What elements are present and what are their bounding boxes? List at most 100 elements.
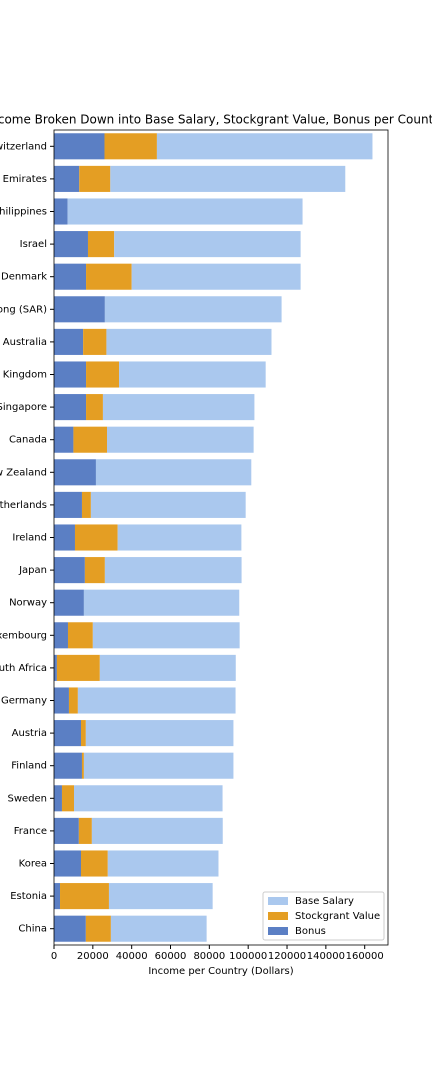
bar-segment <box>131 263 301 290</box>
bar-segment <box>83 328 107 355</box>
y-tick-label: New Zealand <box>0 467 47 478</box>
bar-segment <box>61 785 75 812</box>
x-tick-label: 20000 <box>77 951 109 962</box>
bar-segment <box>54 850 81 877</box>
legend-label: Stockgrant Value <box>295 911 380 922</box>
y-tick-label: Singapore <box>0 402 47 413</box>
x-tick-label: 120000 <box>268 951 306 962</box>
bar-segment <box>80 850 108 877</box>
bar-segment <box>54 231 88 258</box>
bar-segment <box>86 263 132 290</box>
bar-segment <box>107 426 254 453</box>
bar-segment <box>104 133 157 160</box>
bar-segment <box>54 491 82 518</box>
bar-segment <box>119 361 266 388</box>
y-tick-label: Switzerland <box>0 141 47 152</box>
bar-segment <box>54 687 69 714</box>
bar-segment <box>54 883 61 910</box>
legend-label: Base Salary <box>295 896 354 907</box>
bar-segment <box>74 524 118 551</box>
bar-segment <box>156 133 373 160</box>
bar-segment <box>74 785 223 812</box>
y-tick-label: Sweden <box>7 793 47 804</box>
bar-segment <box>54 198 68 225</box>
bar-segment <box>107 850 219 877</box>
x-tick-label: 160000 <box>346 951 384 962</box>
bar-segment <box>73 426 108 453</box>
bar-segment <box>114 231 301 258</box>
y-tick-label: China <box>18 924 47 935</box>
legend-swatch <box>268 912 288 920</box>
x-tick-label: 80000 <box>193 951 225 962</box>
y-tick-label: France <box>14 826 47 837</box>
legend-label: Bonus <box>295 926 326 937</box>
y-tick-label: Japan <box>18 565 47 576</box>
y-tick-label: Austria <box>12 728 47 739</box>
plot-frame <box>53 129 389 946</box>
bar-segment <box>85 720 234 747</box>
bar-segment <box>54 263 87 290</box>
bar-segment <box>81 491 91 518</box>
y-tick-label: Finland <box>11 761 47 772</box>
bar-segment <box>54 720 81 747</box>
bar-segment <box>54 426 74 453</box>
bar-segment <box>77 687 236 714</box>
bar-segment <box>95 459 252 486</box>
bar-segment <box>85 915 111 942</box>
bar-segment <box>68 687 78 714</box>
bar-segment <box>86 394 103 421</box>
y-tick-label: Denmark <box>1 272 47 283</box>
x-tick-label: 100000 <box>229 951 267 962</box>
bar-segment <box>83 589 240 616</box>
bar-segment <box>54 459 96 486</box>
bar-segment <box>54 165 80 192</box>
chart-title: Income Broken Down into Base Salary, Sto… <box>0 113 432 127</box>
bar-segment <box>54 752 82 779</box>
bar-segment <box>84 557 105 584</box>
bar-segment <box>67 622 93 649</box>
y-tick-label: United Kingdom <box>0 370 47 381</box>
x-axis-label: Income per Country (Dollars) <box>148 966 293 977</box>
y-tick-label: Norway <box>9 598 47 609</box>
y-tick-label: Netherlands <box>0 500 47 511</box>
bar-segment <box>86 361 120 388</box>
y-tick-label: Luxembourg <box>0 630 47 641</box>
bar-segment <box>102 394 255 421</box>
bar-segment <box>81 752 84 779</box>
bar-segment <box>54 328 84 355</box>
bar-segment <box>54 785 62 812</box>
bar-segment <box>54 524 75 551</box>
bar-segment <box>79 165 111 192</box>
bar-segment <box>106 328 272 355</box>
y-tick-label: Germany <box>1 696 47 707</box>
bar-segment <box>56 654 100 681</box>
bar-segment <box>92 622 240 649</box>
bar-segment <box>80 720 86 747</box>
bar-segment <box>54 654 57 681</box>
y-tick-label: Israel <box>20 239 47 250</box>
legend-box <box>262 891 385 941</box>
bar-segment <box>54 589 84 616</box>
bar-segment <box>83 752 234 779</box>
x-tick-label: 40000 <box>116 951 148 962</box>
y-tick-label: Canada <box>9 435 47 446</box>
y-tick-label: Ireland <box>12 533 47 544</box>
bar-segment <box>54 296 105 323</box>
y-tick-label: Estonia <box>10 891 47 902</box>
legend-swatch <box>268 927 288 935</box>
bar-segment <box>54 361 87 388</box>
y-tick-label: South Africa <box>0 663 47 674</box>
bar-segment <box>67 198 303 225</box>
bar-segment <box>54 394 87 421</box>
bar-segment <box>104 557 242 584</box>
bar-segment <box>54 817 79 844</box>
y-tick-label: Korea <box>19 859 47 870</box>
bar-segment <box>54 133 105 160</box>
y-tick-label: Philippines <box>0 207 47 218</box>
bar-segment <box>108 883 213 910</box>
y-tick-label: Hong Kong (SAR) <box>0 304 47 315</box>
bar-segment <box>60 883 109 910</box>
bar-segment <box>91 817 223 844</box>
y-tick-label: United Arab Emirates <box>0 174 47 185</box>
